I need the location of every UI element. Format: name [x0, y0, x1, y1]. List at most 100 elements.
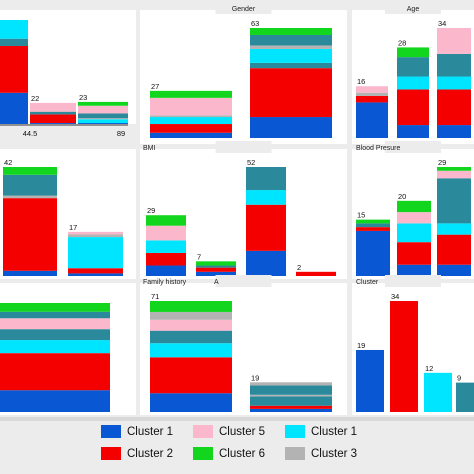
bar-segment [150, 124, 232, 133]
bar-segment [68, 234, 123, 238]
x-tick-label: 89 [117, 129, 125, 138]
panel-title-strip [215, 141, 272, 153]
bar-segment [437, 234, 471, 265]
bar-value-label: 42 [4, 158, 12, 167]
bar-segment [437, 178, 471, 224]
bar-segment [0, 303, 110, 312]
bar-segment [356, 227, 390, 231]
panel-title: Blood Presure [356, 145, 400, 152]
bar-segment [456, 382, 474, 412]
bar-segment [0, 46, 28, 93]
bar-segment [0, 340, 110, 354]
bar-segment [437, 264, 471, 276]
bar-segment [356, 86, 388, 93]
bar-segment [246, 167, 286, 191]
bar-segment [437, 89, 471, 126]
bar-segment [150, 319, 232, 331]
bar-value-label: 7 [197, 252, 201, 261]
legend-swatch [285, 425, 305, 438]
bar-segment [437, 223, 471, 235]
bar-segment [250, 62, 332, 69]
bar-segment [78, 105, 128, 114]
bar-segment [250, 48, 332, 63]
chart-panel: Gender 27 63 [140, 2, 347, 144]
bar-segment [250, 28, 332, 35]
legend: Cluster 1 Cluster 5 Cluster 1 Cluster 2 … [101, 425, 363, 469]
bar-segment [68, 268, 123, 274]
bar-segment [437, 167, 471, 171]
bar-segment [150, 393, 232, 412]
bar-segment [356, 95, 388, 103]
bar-segment [437, 53, 471, 77]
bar-segment [437, 125, 471, 138]
bar-value-label: 27 [151, 82, 159, 91]
legend-label: Cluster 1 [311, 425, 358, 438]
panel-title-strip [215, 275, 272, 287]
bar-segment [150, 90, 232, 98]
bar-value-label: 20 [398, 192, 406, 201]
bar-segment [250, 34, 332, 46]
bar-value-label: 16 [357, 77, 365, 86]
bar-segment [196, 265, 236, 268]
panel-title-strip [385, 275, 441, 287]
legend-swatch [193, 447, 213, 460]
panel-title: Cluster [356, 279, 379, 286]
bar-segment [0, 38, 28, 46]
bar-segment [397, 264, 431, 276]
bar-segment [397, 47, 429, 58]
bar-segment [78, 123, 128, 124]
legend-item: Cluster 2 [101, 447, 173, 460]
bar-segment [356, 230, 390, 276]
chart-panel: Blood Presure 15 20 29 [352, 141, 474, 279]
legend-label: Cluster 1 [127, 425, 174, 438]
bar-segment [390, 301, 418, 412]
bar-segment [0, 20, 28, 39]
bar-segment [68, 231, 123, 235]
bar-value-label: 63 [251, 19, 259, 28]
bar-segment [78, 113, 128, 119]
legend-item: Cluster 5 [193, 425, 265, 438]
bar-value-label: 29 [438, 158, 446, 167]
legend-item: Cluster 1 [101, 425, 173, 438]
bar-segment [196, 267, 236, 272]
chart-panel: Family history A 71 19 [140, 275, 347, 415]
bar-segment [146, 215, 186, 226]
bar-segment [3, 167, 57, 175]
panel-title: BMI [143, 145, 156, 152]
bar-value-label: 15 [357, 211, 365, 220]
bar-segment [150, 311, 232, 320]
bar-segment [356, 349, 384, 412]
bar-value-label: 71 [151, 292, 159, 301]
bar-value-label: 29 [147, 206, 155, 215]
bar-segment [397, 76, 429, 90]
bar-segment [0, 353, 110, 391]
bar-value-label: 19 [251, 373, 259, 382]
bar-segment [424, 372, 452, 412]
legend-item: Cluster 3 [285, 447, 357, 460]
bar-segment [250, 117, 332, 138]
bar-segment [150, 301, 232, 312]
bar-segment [196, 271, 236, 276]
bar-segment [78, 119, 128, 124]
bar-segment [250, 68, 332, 118]
legend-label: Cluster 3 [311, 447, 358, 460]
bar-value-label: 12 [425, 364, 433, 373]
bar-segment [3, 195, 57, 199]
bar-segment [250, 408, 332, 412]
bar-segment [397, 57, 429, 77]
bar-segment [0, 390, 110, 412]
legend-swatch [101, 425, 121, 438]
bar-segment [146, 225, 186, 241]
bar-segment [397, 223, 431, 243]
bar-segment [437, 28, 471, 54]
panel-title-strip [385, 141, 441, 153]
bar-segment [150, 330, 232, 344]
bar-segment [150, 97, 232, 116]
chart-panel: 42 17 [0, 149, 136, 279]
bar-segment [250, 394, 332, 397]
bar-segment [30, 123, 76, 124]
bar-segment [397, 89, 429, 126]
bar-segment [356, 223, 390, 228]
bar-segment [150, 343, 232, 358]
